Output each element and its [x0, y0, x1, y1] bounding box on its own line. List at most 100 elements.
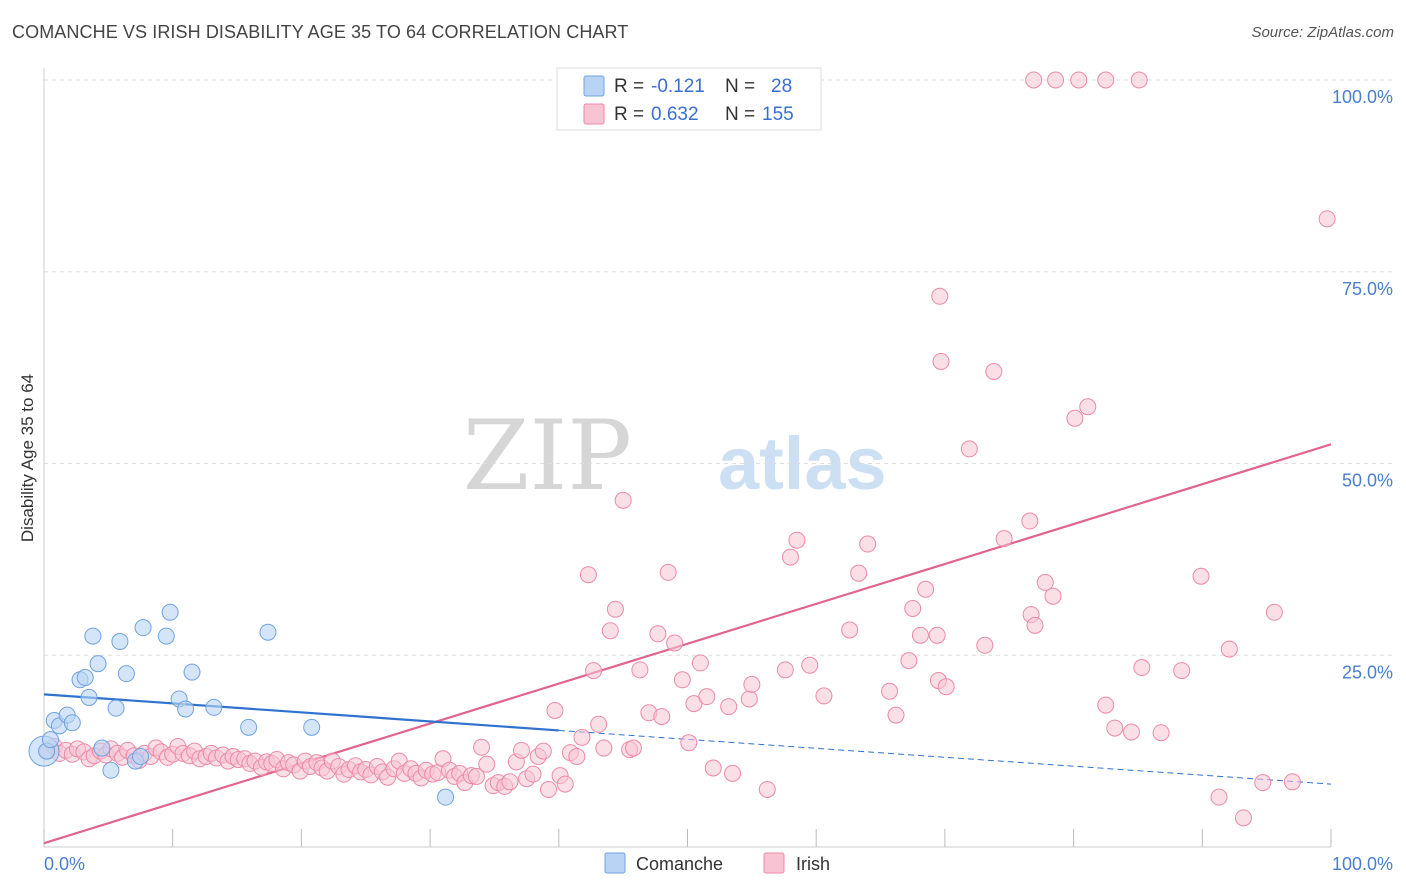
irish-point [1021, 512, 1039, 530]
comanche-point [93, 739, 111, 757]
irish-point [568, 747, 586, 765]
irish-point [859, 535, 877, 553]
irish-point [995, 530, 1013, 548]
comanche-point [107, 699, 125, 717]
irish-point [1079, 398, 1097, 416]
irish-point [653, 708, 671, 726]
legend-swatch-comanche [583, 75, 605, 97]
legend: R = -0.121 N = 28 R = 0.632 N = 155 [556, 67, 822, 131]
comanche-point [259, 623, 277, 641]
irish-point [720, 698, 738, 716]
series-legend-label-irish: Irish [796, 854, 830, 874]
irish-point [585, 662, 603, 680]
irish-point [900, 652, 918, 670]
comanche-point [303, 718, 321, 736]
comanche-point [132, 747, 150, 765]
legend-n-value-irish: 155 [762, 104, 794, 125]
comanche-point [84, 627, 102, 645]
irish-point [904, 599, 922, 617]
axes [43, 68, 1332, 848]
y-tick-label: 25.0% [1342, 662, 1393, 682]
y-tick-label: 75.0% [1342, 279, 1393, 299]
irish-point [590, 715, 608, 733]
comanche-point [117, 665, 135, 683]
watermark-zip: ZIP [463, 400, 632, 512]
y-tick-label: 100.0% [1332, 87, 1393, 107]
legend-n-label-comanche: N = [725, 76, 755, 97]
irish-point [606, 600, 624, 618]
comanche-point [41, 731, 59, 749]
irish-point [573, 728, 591, 746]
irish-point [928, 626, 946, 644]
irish-point [1097, 71, 1115, 89]
irish-point [524, 765, 542, 783]
irish-point [1133, 659, 1151, 677]
y-axis-label: Disability Age 35 to 64 [18, 373, 37, 543]
irish-point [881, 682, 899, 700]
irish-point [931, 287, 949, 305]
irish-point [501, 773, 519, 791]
irish-point [850, 564, 868, 582]
comanche-points [28, 603, 455, 806]
legend-n-value-comanche: 28 [771, 76, 792, 97]
legend-r-label-irish: R = [614, 104, 644, 125]
irish-point [579, 566, 597, 584]
irish-point [1283, 773, 1301, 791]
irish-point [704, 759, 722, 777]
irish-point [743, 675, 761, 693]
comanche-trend-line [43, 693, 559, 732]
irish-point [473, 738, 491, 756]
irish-point [1254, 774, 1272, 792]
comanche-point [157, 627, 175, 645]
watermark: ZIP atlas [463, 400, 887, 512]
irish-point [976, 636, 994, 654]
irish-point [815, 687, 833, 705]
irish-point [666, 634, 684, 652]
irish-point [614, 491, 632, 509]
series-legend-label-comanche: Comanche [636, 854, 723, 874]
comanche-point [161, 603, 179, 621]
irish-point [556, 775, 574, 793]
legend-n-label-irish: N = [725, 104, 755, 125]
irish-point [740, 690, 758, 708]
irish-point [1192, 567, 1210, 585]
irish-point [1070, 71, 1088, 89]
series-legend-swatch-comanche [604, 852, 626, 874]
irish-point [1130, 71, 1148, 89]
x-tick-label: 0.0% [44, 854, 85, 874]
irish-point [776, 661, 794, 679]
irish-point [1036, 573, 1054, 591]
comanche-point [177, 700, 195, 718]
irish-point [1097, 696, 1115, 714]
irish-point [917, 580, 935, 598]
comanche-point [76, 668, 94, 686]
irish-point [546, 701, 564, 719]
irish-point [1066, 409, 1084, 427]
irish-point [801, 656, 819, 674]
comanche-point [63, 714, 81, 732]
irish-point [534, 742, 552, 760]
irish-point [467, 767, 485, 785]
legend-r-value-irish: 0.632 [651, 104, 699, 125]
trend-lines [43, 443, 1332, 845]
source-label: Source: ZipAtlas.com [1251, 24, 1394, 41]
irish-point [601, 622, 619, 640]
irish-trend-line [43, 443, 1332, 845]
irish-point [1318, 210, 1336, 228]
irish-point [624, 739, 642, 757]
irish-point [1044, 587, 1062, 605]
legend-r-label-comanche: R = [614, 76, 644, 97]
comanche-point [183, 663, 201, 681]
legend-r-value-comanche: -0.121 [651, 76, 705, 97]
irish-point [1220, 640, 1238, 658]
chart-title: COMANCHE VS IRISH DISABILITY AGE 35 TO 6… [12, 22, 629, 42]
irish-point [673, 671, 691, 689]
legend-swatch-irish [583, 103, 605, 125]
irish-point [680, 734, 698, 752]
x-tick-label: 100.0% [1332, 854, 1393, 874]
irish-points [39, 71, 1336, 827]
comanche-point [437, 788, 455, 806]
irish-point [1123, 723, 1141, 741]
irish-point [512, 741, 530, 759]
